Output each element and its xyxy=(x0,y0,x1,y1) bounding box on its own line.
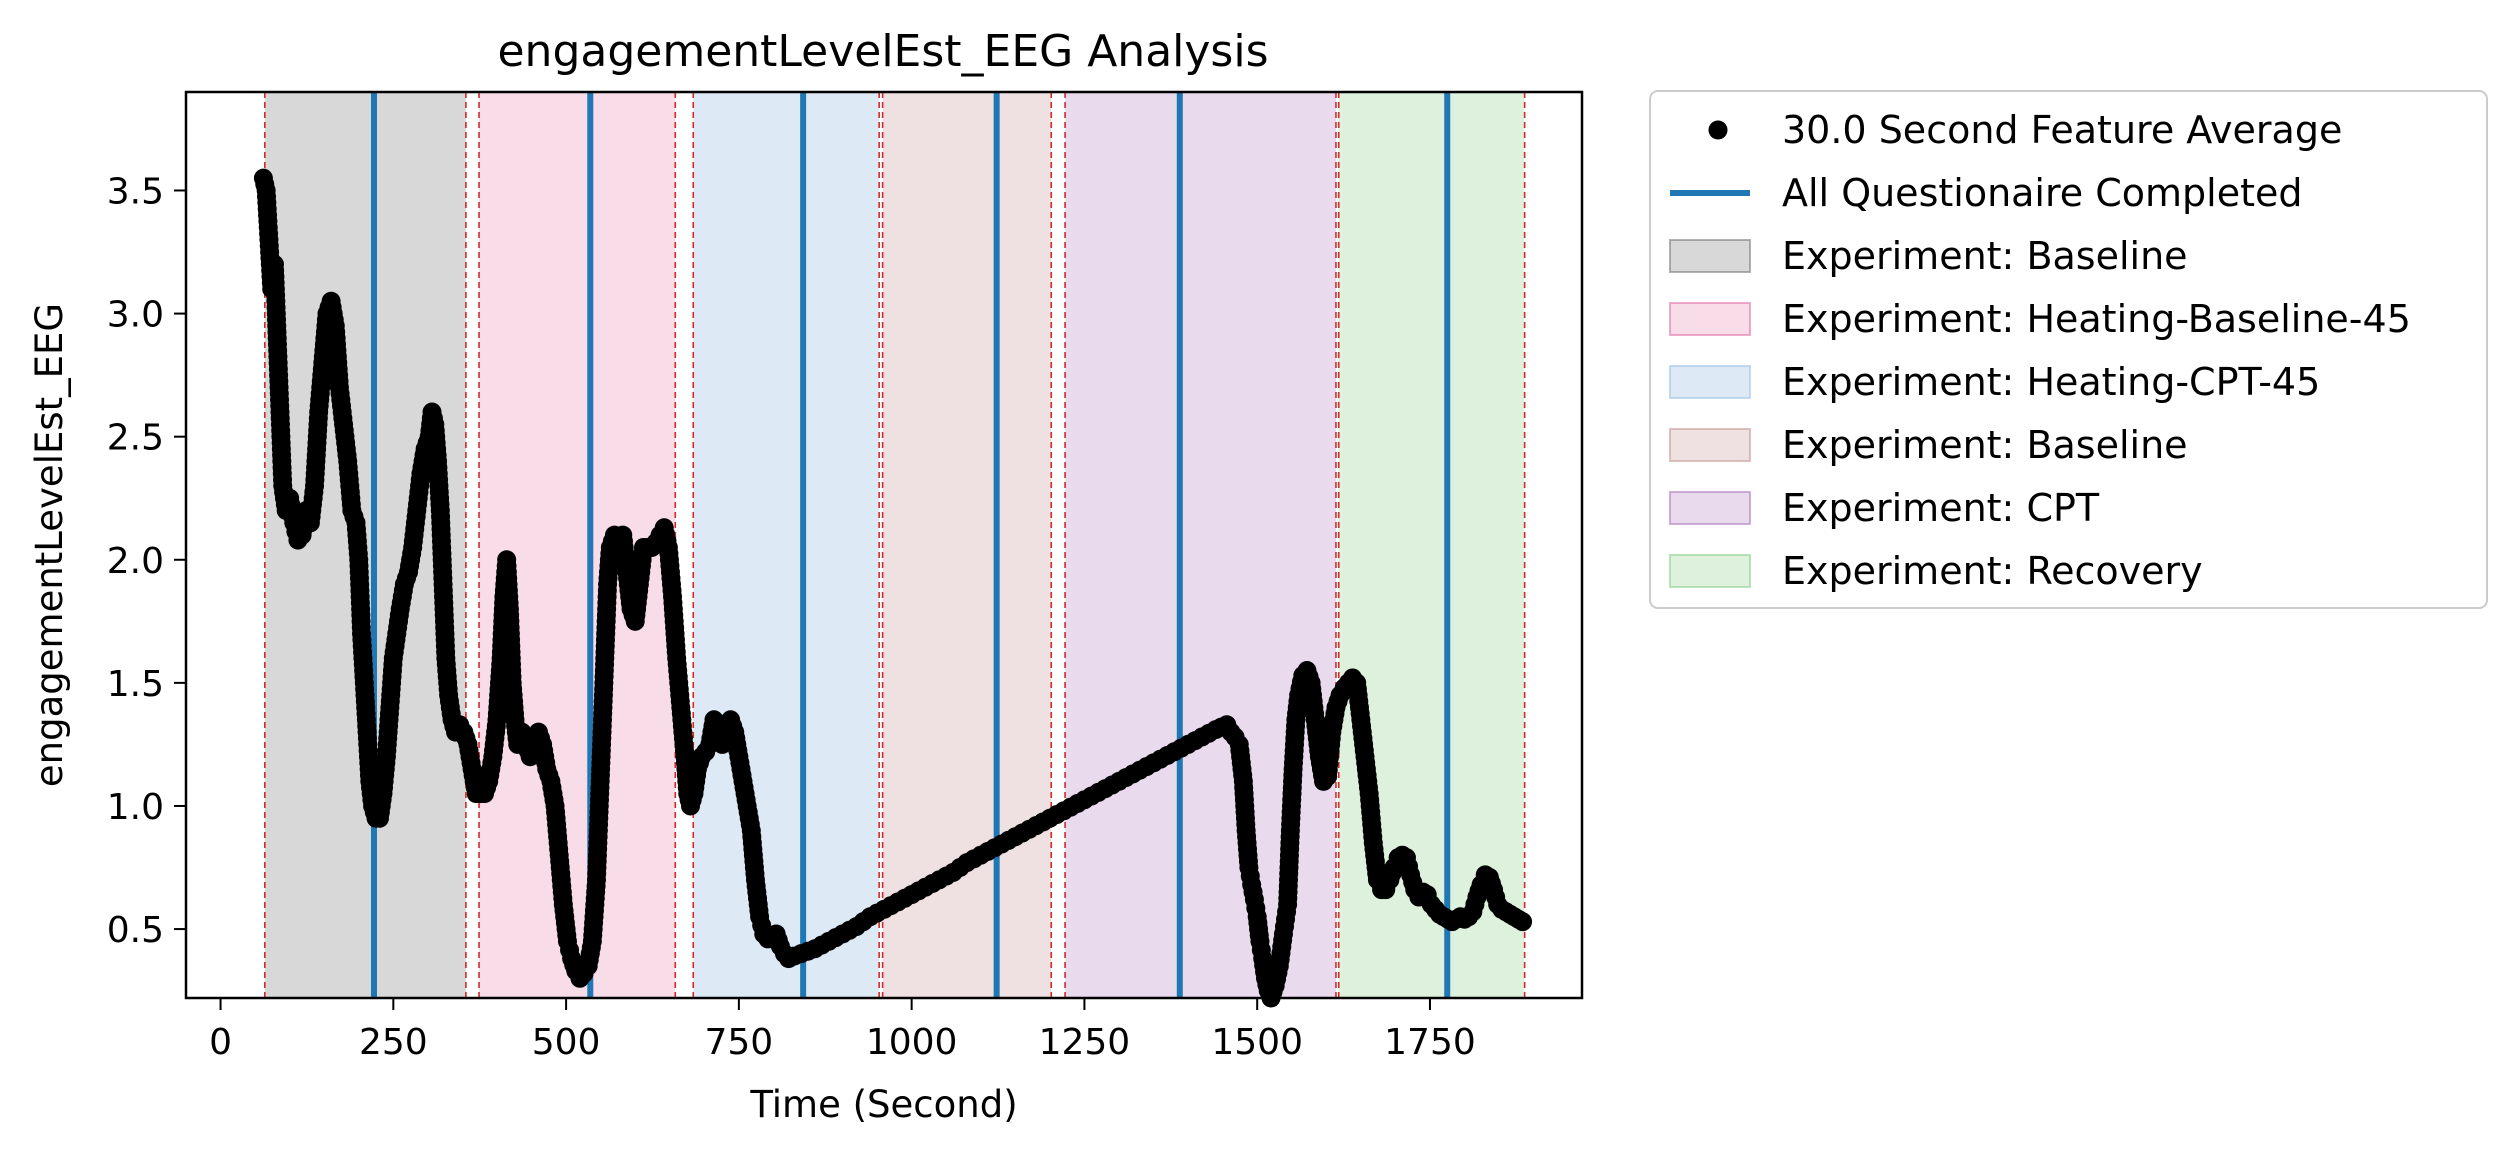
legend-label-1: 30.0 Second Feature Average xyxy=(1782,108,2342,152)
x-axis-label: Time (Second) xyxy=(749,1083,1017,1126)
plot-area xyxy=(253,92,1533,1008)
x-tick-label-7: 1500 xyxy=(1211,1022,1303,1063)
x-tick-label-6: 1250 xyxy=(1039,1022,1131,1063)
y-tick-label-7: 3.5 xyxy=(107,171,164,212)
y-tick-label-5: 2.5 xyxy=(107,418,164,459)
legend-swatch-7 xyxy=(1669,491,1751,525)
legend-label-8: Experiment: Recovery xyxy=(1782,549,2203,593)
y-tick-label-1: 0.5 xyxy=(107,910,164,951)
x-axis-ticks: 0 250 500 750 1000 1250 1500 1750 xyxy=(209,998,1476,1063)
experiment-span-4 xyxy=(882,92,1052,998)
legend-swatch-5 xyxy=(1669,365,1751,399)
y-axis-label: engagementLevelEst_EEG xyxy=(28,303,71,787)
legend-label-6: Experiment: Baseline xyxy=(1782,423,2188,467)
x-tick-label-8: 1750 xyxy=(1384,1022,1476,1063)
y-axis-ticks: 0.5 1.0 1.5 2.0 2.5 3.0 3.5 xyxy=(107,171,186,951)
legend-marker-1 xyxy=(1708,120,1728,140)
legend-frame xyxy=(1649,90,2488,609)
legend-label-3: Experiment: Baseline xyxy=(1782,234,2188,278)
data-point-930 xyxy=(1513,912,1533,932)
legend: 30.0 Second Feature Average All Questiona… xyxy=(1649,90,2488,609)
y-tick-label-6: 3.0 xyxy=(107,295,164,336)
data-points xyxy=(253,168,1533,1008)
legend-label-4: Experiment: Heating-Baseline-45 xyxy=(1782,297,2411,341)
x-tick-label-2: 250 xyxy=(359,1022,428,1063)
legend-swatch-3 xyxy=(1669,239,1751,273)
questionnaire-lines xyxy=(370,92,1451,998)
y-tick-label-4: 2.0 xyxy=(107,541,164,582)
chart-title: engagementLevelEst_EEG Analysis xyxy=(497,26,1268,77)
legend-label-2: All Questionaire Completed xyxy=(1782,171,2303,215)
legend-swatch-4 xyxy=(1669,302,1751,336)
x-tick-label-1: 0 xyxy=(209,1022,232,1063)
legend-swatch-8 xyxy=(1669,554,1751,588)
legend-swatch-6 xyxy=(1669,428,1751,462)
experiment-span-3 xyxy=(693,92,880,998)
x-tick-label-5: 1000 xyxy=(866,1022,958,1063)
x-tick-label-3: 500 xyxy=(532,1022,601,1063)
legend-label-5: Experiment: Heating-CPT-45 xyxy=(1782,360,2320,404)
axes-frame xyxy=(184,90,1584,1000)
y-tick-label-3: 1.5 xyxy=(107,664,164,705)
x-tick-label-4: 750 xyxy=(705,1022,774,1063)
y-tick-label-2: 1.0 xyxy=(107,787,164,828)
legend-items: 30.0 Second Feature Average All Questiona… xyxy=(1669,108,2411,593)
legend-label-7: Experiment: CPT xyxy=(1782,486,2100,530)
experiment-spans xyxy=(264,92,1525,998)
